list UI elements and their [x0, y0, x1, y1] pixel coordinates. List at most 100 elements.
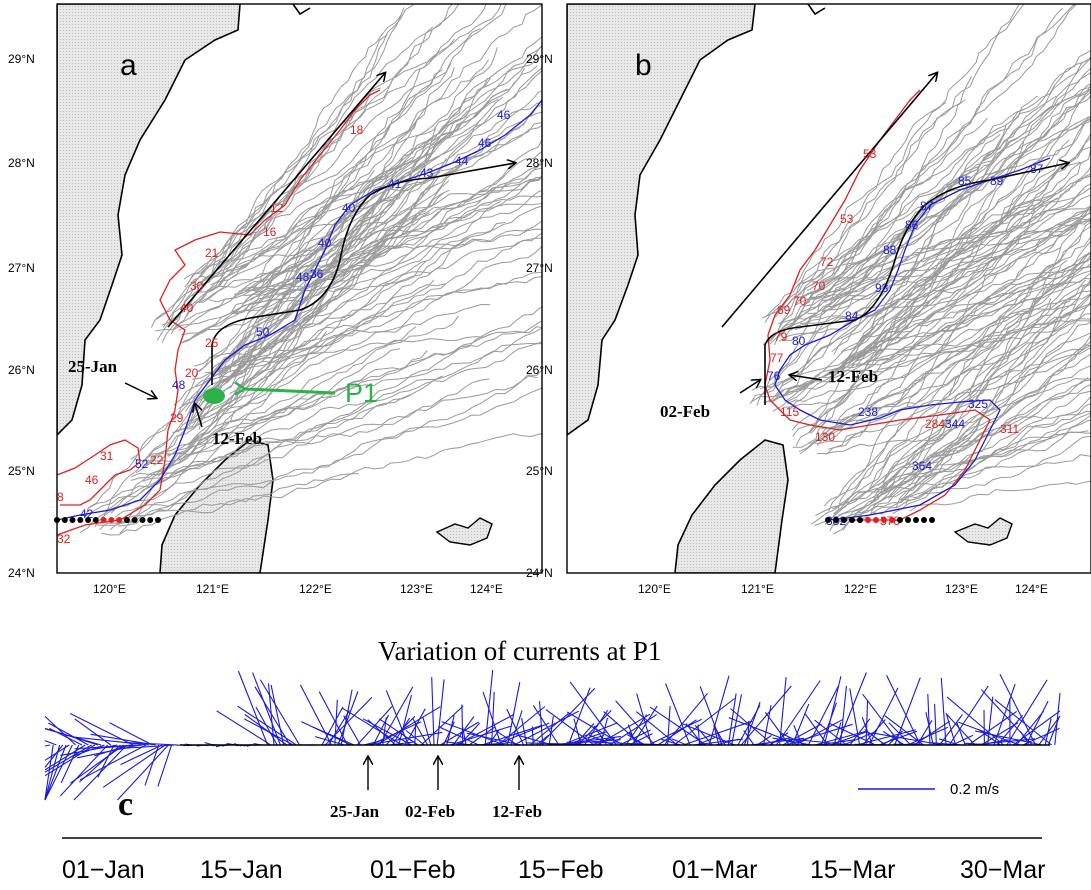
- current-stick: [118, 744, 175, 750]
- drifter-track: [762, 101, 947, 346]
- panel-a-coast-north: [292, 4, 311, 16]
- current-stick: [839, 686, 847, 746]
- current-stick: [318, 691, 349, 746]
- time-label: 15−Jan: [200, 856, 283, 884]
- current-stick: [945, 712, 976, 746]
- current-stick: [414, 722, 417, 746]
- drifter-track: [827, 240, 1091, 512]
- time-label: 01−Feb: [370, 856, 456, 884]
- drifter-track: [204, 62, 452, 279]
- current-stick: [548, 716, 554, 746]
- red-day-label: 70: [812, 279, 826, 293]
- panel-a-frame: [56, 3, 543, 574]
- current-stick: [994, 699, 1052, 746]
- current-stick: [422, 716, 432, 746]
- panel-a-blue-trajectory: [57, 99, 542, 521]
- drifter-track: [168, 320, 542, 457]
- red-day-label: 22: [150, 453, 164, 467]
- current-stick: [120, 744, 163, 766]
- current-stick: [513, 710, 580, 746]
- blue-day-label: 48: [296, 270, 310, 284]
- current-stick: [974, 730, 1043, 746]
- release-point: [921, 517, 927, 523]
- drifter-track: [764, 319, 1091, 403]
- red-day-label: 29: [170, 411, 184, 425]
- drifter-track: [828, 236, 1091, 441]
- release-point: [100, 517, 107, 523]
- current-stick: [44, 744, 92, 773]
- panel-b-date-02feb: 02-Feb: [660, 402, 710, 421]
- release-point: [897, 517, 903, 523]
- drifter-track: [187, 191, 445, 415]
- release-point: [905, 517, 911, 523]
- current-stick: [97, 744, 143, 749]
- current-stick: [405, 730, 425, 746]
- panel-b-lat-label: 27°N: [526, 261, 553, 275]
- current-stick: [382, 717, 387, 746]
- current-stick: [699, 686, 723, 746]
- drifter-track: [188, 70, 499, 427]
- drifter-track: [183, 124, 542, 280]
- blue-day-label: 50: [256, 325, 270, 339]
- drifter-track: [161, 34, 388, 344]
- panel-b-lat-label: 25°N: [526, 464, 553, 478]
- red-day-label: 18: [350, 123, 364, 137]
- drifter-track: [795, 125, 1007, 447]
- current-stick: [116, 744, 169, 801]
- panel-a-mainland: [57, 4, 241, 437]
- blue-day-label: 42: [80, 507, 94, 521]
- panel-a-lon-label: 120°E: [93, 582, 126, 596]
- current-stick: [44, 744, 61, 801]
- drifter-track: [810, 383, 1091, 525]
- drifter-track: [807, 141, 1025, 444]
- drifter-track: [110, 307, 542, 514]
- scale-label: 0.2 m/s: [950, 781, 999, 798]
- panel-a-lat-label: 24°N: [8, 566, 35, 580]
- current-stick: [125, 741, 179, 746]
- drifter-track: [838, 390, 1091, 522]
- release-point: [849, 517, 855, 523]
- drifter-track: [848, 419, 1091, 523]
- drifter-track: [901, 365, 1091, 501]
- current-stick: [44, 744, 54, 800]
- release-point: [873, 517, 879, 523]
- drifter-track: [783, 49, 1091, 340]
- drifter-track: [150, 4, 487, 328]
- current-stick: [466, 732, 521, 746]
- current-stick: [412, 717, 429, 746]
- current-stick: [573, 718, 582, 746]
- drifter-track: [869, 206, 1091, 515]
- panel-b-mean-arrow-north: [721, 73, 937, 328]
- current-stick: [865, 699, 869, 746]
- release-point: [139, 517, 146, 523]
- blue-day-label: 87: [920, 199, 934, 213]
- blue-day-label: 76: [767, 369, 781, 383]
- drifter-track: [761, 139, 1070, 319]
- drifter-track: [172, 245, 542, 434]
- blue-day-label: 344: [945, 417, 965, 431]
- drifter-track: [195, 205, 542, 388]
- release-point: [825, 517, 831, 523]
- time-label: 15−Mar: [810, 856, 895, 884]
- panel-a-date-25jan: 25-Jan: [68, 357, 118, 376]
- blue-day-label: 87: [1030, 162, 1044, 176]
- drifter-track: [98, 331, 328, 513]
- blue-day-label: 46: [497, 108, 511, 122]
- panel-b-release-points: [825, 517, 935, 523]
- red-day-label: 30: [190, 279, 204, 293]
- drifter-track: [144, 341, 542, 460]
- event-label: 12-Feb: [492, 802, 542, 821]
- current-stick: [545, 709, 595, 746]
- current-stick: [342, 707, 403, 746]
- drifter-track: [872, 332, 1091, 506]
- panel-a-red-loop: [57, 439, 141, 506]
- current-stick: [79, 744, 121, 783]
- drifter-track: [823, 221, 1091, 507]
- red-day-label: 12: [270, 201, 284, 215]
- drifter-track: [178, 70, 542, 331]
- drifter-track: [797, 57, 1091, 296]
- current-stick: [980, 689, 1033, 746]
- panel-a-date-arrow: [124, 382, 156, 398]
- drifter-track: [162, 7, 405, 328]
- panel-a-letter: a: [120, 49, 137, 82]
